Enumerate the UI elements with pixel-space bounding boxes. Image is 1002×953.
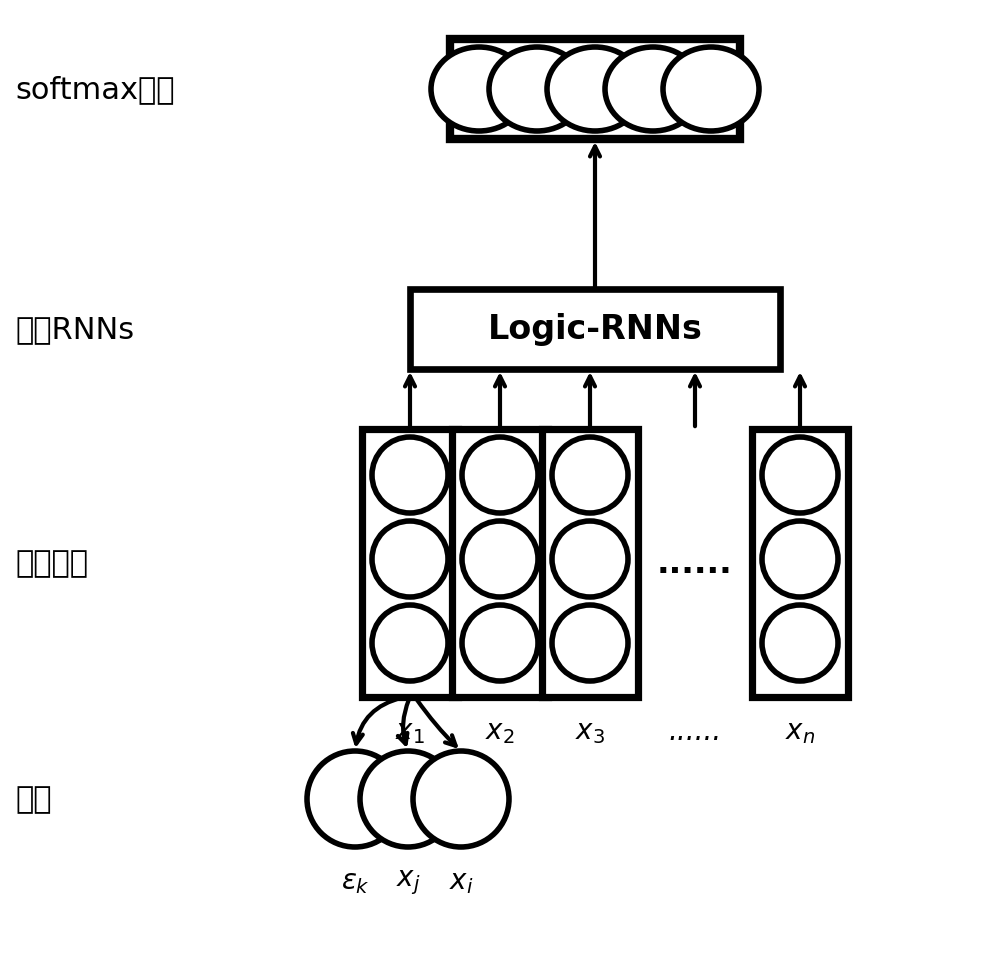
Bar: [362, 430, 458, 698]
Text: $x_2$: $x_2$: [485, 718, 514, 745]
Circle shape: [551, 521, 627, 598]
Ellipse shape: [431, 48, 526, 132]
Ellipse shape: [604, 48, 700, 132]
Circle shape: [372, 521, 448, 598]
Bar: [410, 290, 780, 370]
Text: $\varepsilon_k$: $\varepsilon_k$: [341, 867, 369, 895]
Circle shape: [762, 437, 837, 514]
Circle shape: [307, 751, 403, 847]
Bar: [450, 40, 739, 140]
Circle shape: [762, 521, 837, 598]
Bar: [541, 430, 637, 698]
Circle shape: [413, 751, 508, 847]
Ellipse shape: [662, 48, 759, 132]
FancyArrowPatch shape: [353, 698, 402, 744]
Text: ......: ......: [656, 547, 732, 579]
Text: 逻辑RNNs: 逻辑RNNs: [15, 315, 134, 344]
Text: softmax函数: softmax函数: [15, 75, 174, 105]
Text: $x_1$: $x_1$: [395, 718, 425, 745]
Text: $x_n$: $x_n$: [785, 718, 815, 745]
Circle shape: [372, 605, 448, 681]
Circle shape: [360, 751, 456, 847]
Text: $x_i$: $x_i$: [448, 867, 473, 895]
Text: Logic-RNNs: Logic-RNNs: [487, 314, 701, 346]
Text: 查表: 查表: [15, 784, 51, 814]
Bar: [452, 430, 547, 698]
FancyArrowPatch shape: [416, 700, 455, 746]
Circle shape: [462, 437, 537, 514]
Circle shape: [762, 605, 837, 681]
Text: $x_j$: $x_j$: [396, 867, 420, 896]
Text: 逻辑规则: 逻辑规则: [15, 549, 88, 578]
Text: ......: ......: [667, 718, 720, 745]
Bar: [752, 430, 847, 698]
Circle shape: [462, 605, 537, 681]
Circle shape: [372, 437, 448, 514]
Text: $x_3$: $x_3$: [574, 718, 604, 745]
Circle shape: [551, 605, 627, 681]
Circle shape: [462, 521, 537, 598]
Circle shape: [551, 437, 627, 514]
Ellipse shape: [489, 48, 584, 132]
Ellipse shape: [546, 48, 642, 132]
FancyArrowPatch shape: [398, 700, 409, 744]
